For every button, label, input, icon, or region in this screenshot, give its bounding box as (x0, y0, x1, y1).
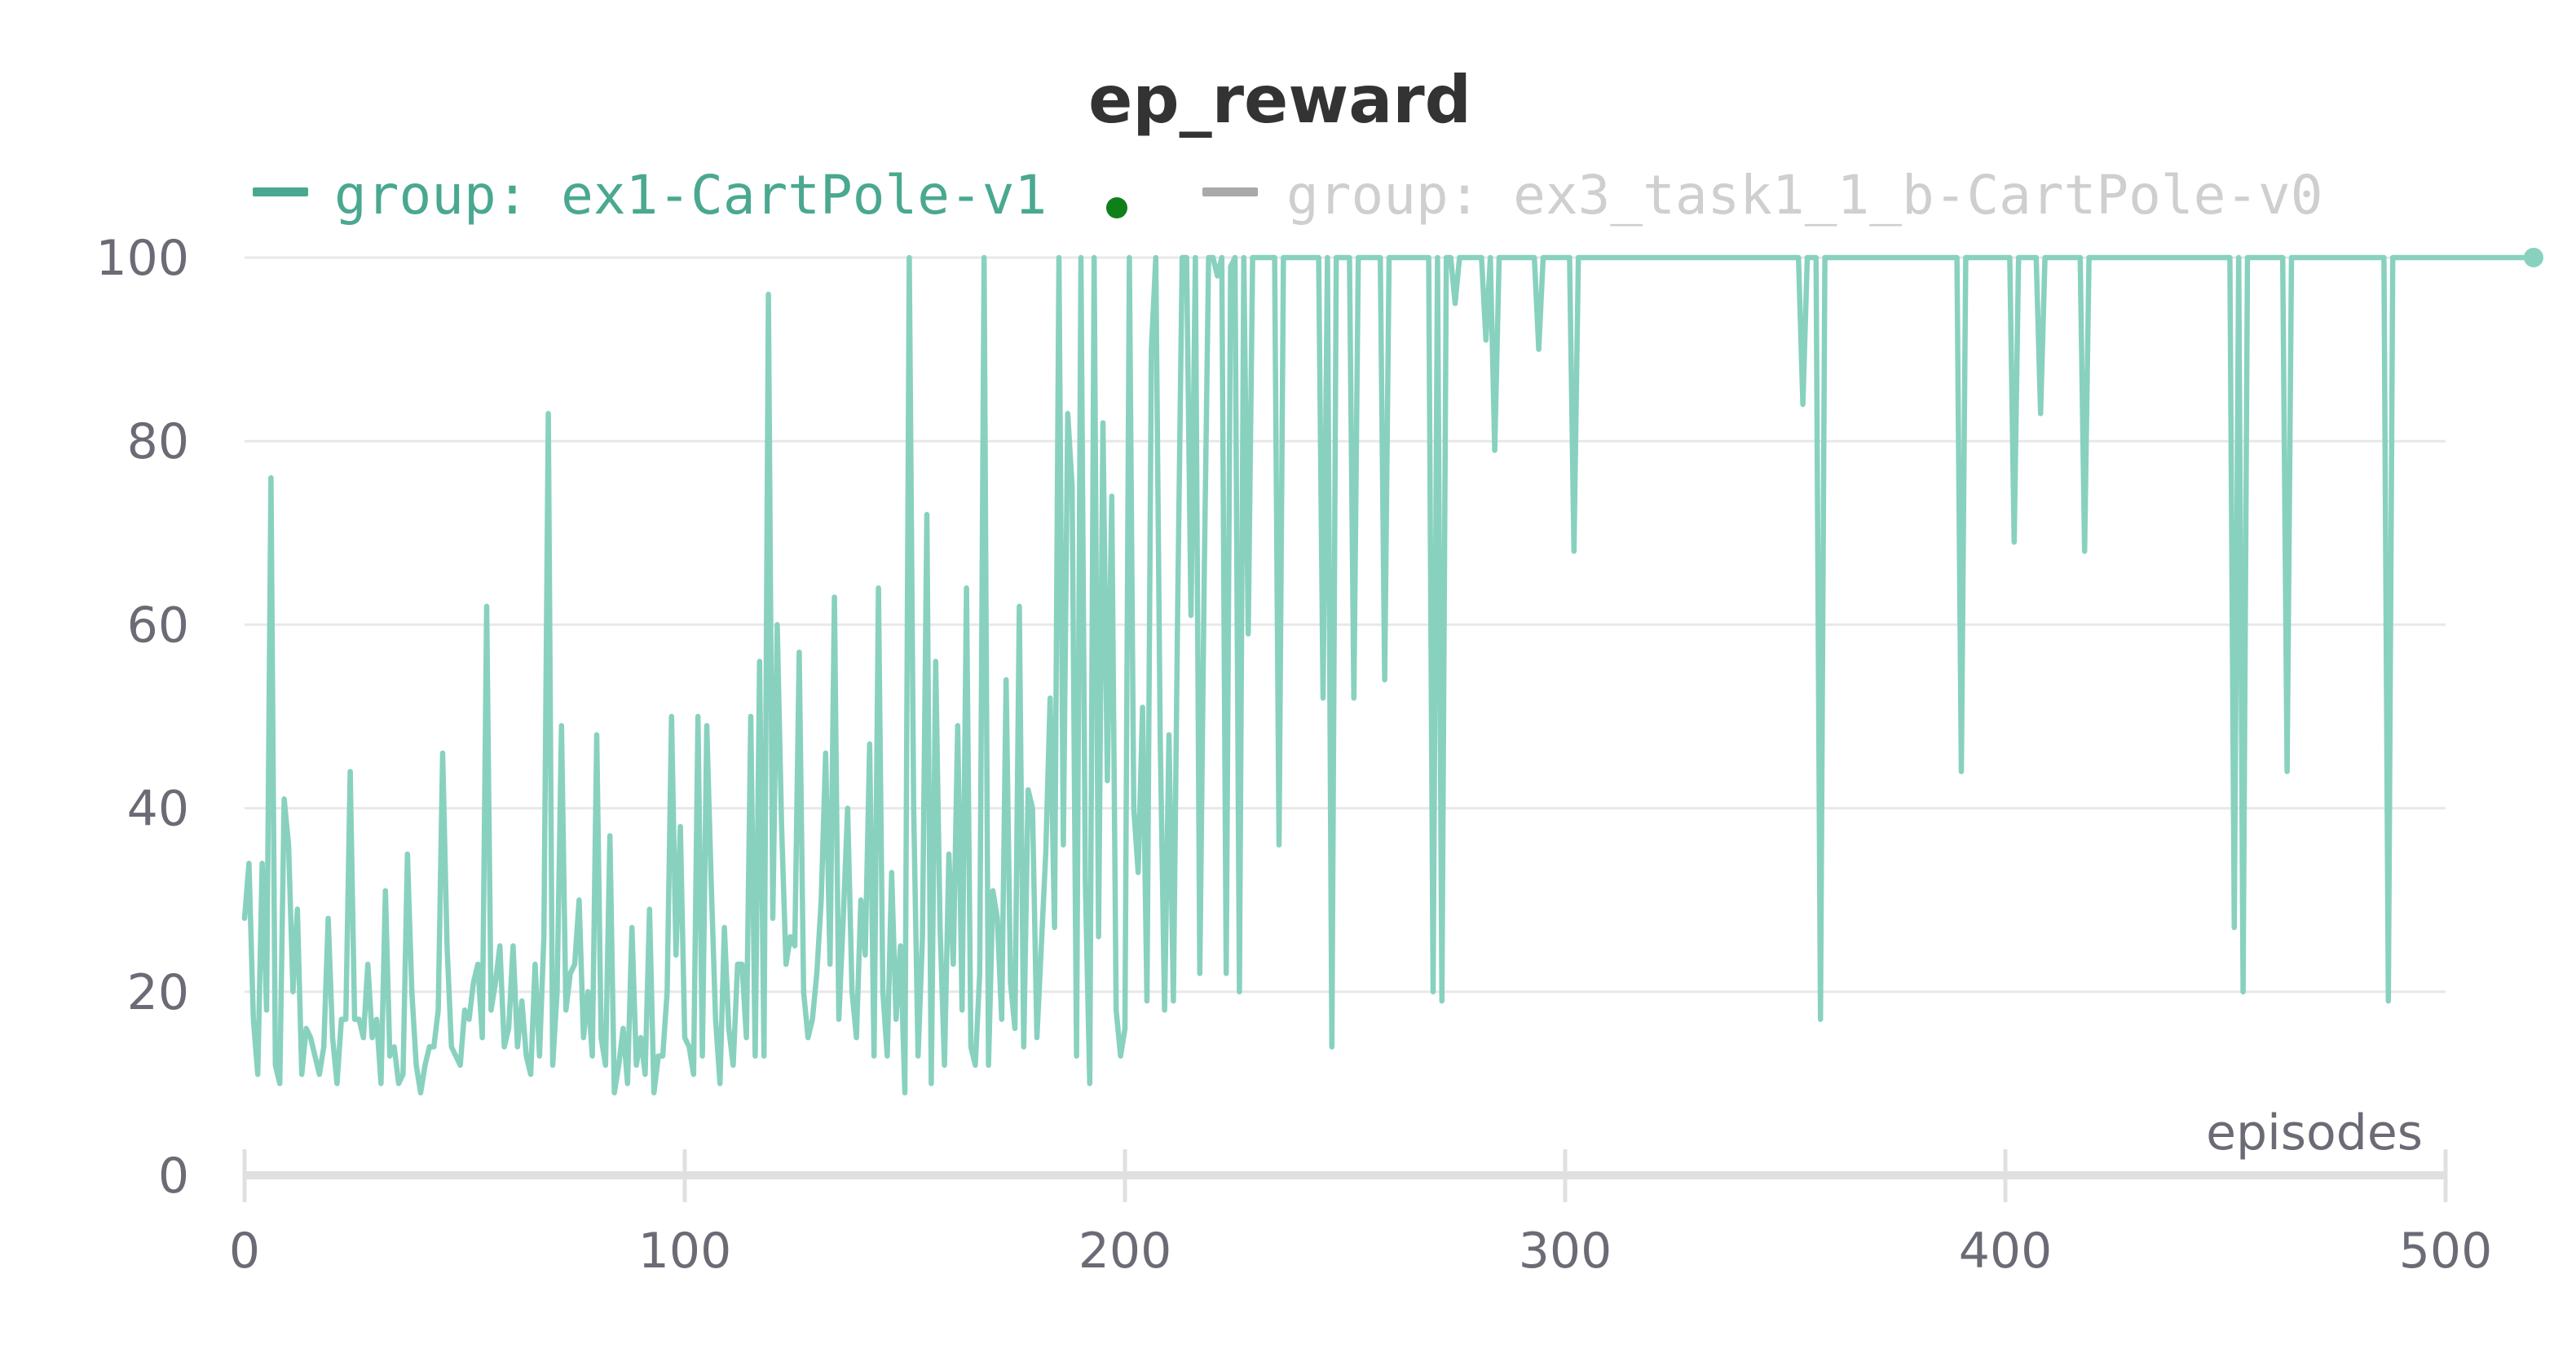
y-tick-label: 0 (158, 1148, 189, 1205)
x-axis-title: episodes (2206, 1104, 2423, 1161)
legend-item-ex3[interactable]: group: ex3_task1_1_b-CartPole-v0 (1202, 164, 2323, 227)
x-tick-label: 500 (2399, 1223, 2493, 1280)
x-tick-label: 300 (1519, 1223, 1612, 1280)
series-line-0[interactable] (241, 254, 2537, 1095)
y-tick-label: 20 (127, 964, 189, 1021)
y-tick-label: 100 (95, 230, 189, 287)
x-axis-ticks: 0 100 200 300 400 500 (229, 1149, 2492, 1280)
y-tick-label: 40 (127, 781, 189, 838)
legend-label-ex3: group: ex3_task1_1_b-CartPole-v0 (1286, 164, 2323, 227)
y-tick-label: 60 (127, 597, 189, 654)
x-tick-label: 400 (1959, 1223, 2053, 1280)
grid-lines (245, 256, 2446, 994)
y-tick-label: 80 (127, 413, 189, 470)
legend-swatch-ex1 (253, 187, 308, 196)
legend: group: ex1-CartPole-v1 group: ex3_task1_… (253, 164, 2323, 227)
legend-label-ex1: group: ex1-CartPole-v1 (334, 164, 1047, 227)
legend-swatch-ex3 (1202, 187, 1258, 196)
series-layer (241, 248, 2543, 1095)
series-endpoint-marker (2524, 248, 2543, 267)
running-dot (1106, 197, 1127, 218)
x-tick-label: 0 (229, 1223, 260, 1280)
x-tick-label: 200 (1078, 1223, 1172, 1280)
chart-title: ep_reward (1088, 62, 1471, 138)
x-tick-label: 100 (638, 1223, 732, 1280)
y-axis-ticks: 0 20 40 60 80 100 (95, 230, 189, 1205)
legend-item-ex1[interactable]: group: ex1-CartPole-v1 (253, 164, 1127, 227)
